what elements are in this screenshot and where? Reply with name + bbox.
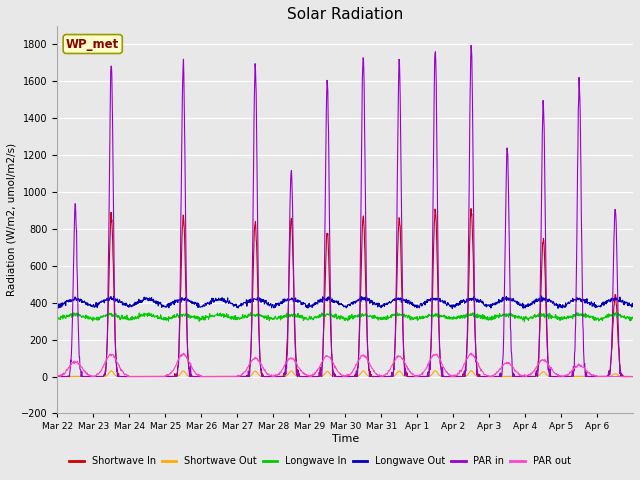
- Line: PAR in: PAR in: [58, 46, 633, 376]
- Line: Longwave Out: Longwave Out: [58, 296, 633, 309]
- Longwave Out: [319, 297, 327, 302]
- Longwave In: [319, 313, 327, 319]
- PAR out: [629, 373, 637, 379]
- PAR in: [467, 43, 475, 48]
- PAR out: [331, 364, 339, 370]
- Longwave Out: [54, 302, 61, 308]
- Shortwave In: [629, 373, 637, 379]
- Longwave Out: [623, 300, 630, 305]
- Shortwave In: [566, 373, 573, 379]
- Shortwave In: [319, 338, 327, 344]
- Shortwave Out: [481, 373, 489, 379]
- PAR out: [623, 373, 630, 379]
- PAR in: [320, 320, 328, 326]
- Line: Shortwave Out: Shortwave Out: [58, 371, 633, 376]
- Shortwave In: [54, 373, 61, 379]
- Longwave Out: [481, 303, 489, 309]
- Longwave In: [481, 314, 489, 320]
- Shortwave In: [467, 206, 475, 212]
- Longwave In: [331, 315, 339, 321]
- Line: PAR out: PAR out: [58, 353, 633, 376]
- Legend: Shortwave In, Shortwave Out, Longwave In, Longwave Out, PAR in, PAR out: Shortwave In, Shortwave Out, Longwave In…: [65, 453, 575, 470]
- Longwave Out: [566, 300, 574, 305]
- Shortwave In: [330, 372, 338, 377]
- Shortwave Out: [566, 373, 573, 379]
- X-axis label: Time: Time: [332, 434, 359, 444]
- PAR in: [331, 373, 339, 379]
- Longwave In: [520, 319, 528, 324]
- PAR out: [320, 356, 328, 362]
- Shortwave Out: [54, 373, 61, 379]
- Longwave In: [326, 308, 334, 314]
- Shortwave Out: [330, 373, 338, 379]
- PAR out: [467, 350, 475, 356]
- PAR out: [54, 373, 61, 379]
- Longwave In: [143, 313, 151, 319]
- Longwave Out: [143, 296, 151, 301]
- Longwave In: [566, 314, 574, 320]
- Title: Solar Radiation: Solar Radiation: [287, 7, 403, 22]
- Longwave In: [54, 315, 61, 321]
- Shortwave Out: [143, 373, 151, 379]
- Shortwave Out: [319, 372, 327, 378]
- Y-axis label: Radiation (W/m2, umol/m2/s): Radiation (W/m2, umol/m2/s): [7, 143, 17, 296]
- PAR in: [566, 373, 574, 379]
- PAR out: [54, 373, 61, 379]
- PAR out: [144, 373, 152, 379]
- Longwave In: [629, 316, 637, 322]
- Line: Shortwave In: Shortwave In: [58, 209, 633, 376]
- Text: WP_met: WP_met: [66, 37, 119, 50]
- Shortwave In: [622, 373, 630, 379]
- PAR in: [54, 373, 61, 379]
- PAR in: [482, 373, 490, 379]
- Longwave Out: [629, 304, 637, 310]
- PAR out: [566, 370, 574, 376]
- Longwave Out: [538, 293, 545, 299]
- Shortwave Out: [622, 373, 630, 379]
- Longwave In: [623, 315, 630, 321]
- Line: Longwave In: Longwave In: [58, 311, 633, 322]
- PAR in: [629, 373, 637, 379]
- Shortwave In: [481, 373, 489, 379]
- Shortwave In: [143, 373, 151, 379]
- PAR in: [65, 373, 72, 379]
- PAR out: [482, 372, 490, 377]
- PAR in: [144, 373, 152, 379]
- Shortwave Out: [467, 368, 475, 373]
- Longwave Out: [330, 298, 338, 303]
- PAR in: [623, 373, 630, 379]
- Shortwave Out: [629, 373, 637, 379]
- Longwave Out: [449, 306, 456, 312]
